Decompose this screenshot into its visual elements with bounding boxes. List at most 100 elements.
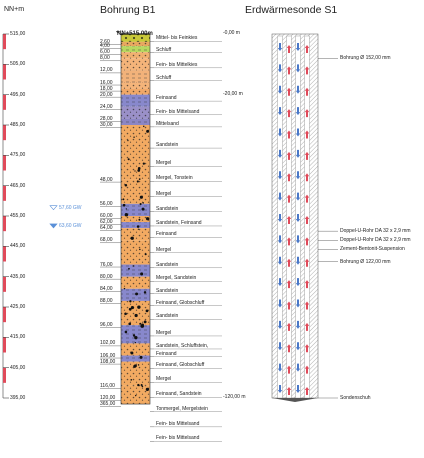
elevation-bar [3, 186, 6, 201]
gravel-dot [140, 356, 143, 359]
depth-mark-label: 68,00 [100, 237, 113, 243]
layer-description: Mergel, Sandstein [156, 275, 196, 281]
layer-pattern [121, 95, 150, 107]
gravel-dot [138, 229, 139, 230]
layer-pattern [121, 83, 150, 89]
gravel-dot [134, 336, 137, 339]
layer-description: Mergel, Tonstein [156, 175, 193, 181]
layer-pattern [121, 125, 150, 180]
layer-description: Mergel [156, 247, 171, 253]
depth-mark-label: 76,00 [100, 262, 113, 268]
elevation-tick-label: 485,00 [10, 122, 25, 128]
gravel-dot [139, 178, 141, 180]
gravel-dot [144, 320, 147, 323]
elevation-bar [3, 277, 6, 292]
elevation-bar [3, 216, 6, 231]
gravel-dot [135, 342, 136, 343]
layer-pattern [121, 343, 150, 355]
layer-description: Fein- bis Mittelsand [156, 435, 199, 441]
elevation-bar [3, 368, 6, 383]
elevation-tick-label: 445,00 [10, 243, 25, 249]
layer-pattern [121, 107, 150, 119]
layer-description: Fein- bis Mittelkies [156, 62, 197, 68]
layer-description: Feinsand [156, 351, 177, 357]
depth-mark-label: 365,00 [100, 401, 115, 407]
layer-description: Feinsand, Globschluff [156, 300, 204, 306]
gravel-dot [129, 308, 132, 311]
layer-description: Sandstein [156, 142, 178, 148]
elevation-bar [3, 125, 6, 140]
elevation-tick-label: 495,00 [10, 92, 25, 98]
elevation-tick-label: 405,00 [10, 365, 25, 371]
gravel-dot [144, 291, 146, 293]
gravel-dot [133, 265, 134, 266]
layer-description: Sandstein [156, 262, 178, 268]
gravel-dot [128, 268, 130, 270]
depth-mark-label: 64,00 [100, 225, 113, 231]
layer-pattern [121, 46, 150, 52]
gravel-dot [133, 334, 135, 336]
depth-mark-label: 8,00 [100, 55, 110, 61]
elevation-tick-label: 425,00 [10, 304, 25, 310]
depth-readout: -0,00 m [223, 30, 240, 36]
gravel-dot [134, 364, 137, 367]
layer-description: Feinsand [156, 231, 177, 237]
depth-mark-label: 88,00 [100, 298, 113, 304]
depth-mark-label: 56,00 [100, 201, 113, 207]
gravel-dot [125, 331, 128, 334]
layer-pattern [121, 356, 150, 362]
layer-pattern [121, 180, 150, 204]
gravel-dot [146, 130, 149, 133]
depth-mark-label: 108,00 [100, 359, 115, 365]
depth-mark-label: 80,00 [100, 274, 113, 280]
depth-mark-label: 96,00 [100, 322, 113, 328]
layer-pattern [121, 89, 150, 95]
layer-pattern [121, 216, 150, 222]
depth-mark-label: 30,00 [100, 122, 113, 128]
layer-description: Fein- bis Mittelsand [156, 109, 199, 115]
layer-description: Feinsand [156, 95, 177, 101]
layer-pattern [121, 70, 150, 82]
elevation-bar [3, 337, 6, 352]
depth-mark-label: 84,00 [100, 286, 113, 292]
gravel-dot [130, 379, 132, 381]
gravel-dot [126, 208, 127, 209]
gravel-dot [125, 213, 128, 216]
layer-description: Sandstein [156, 288, 178, 294]
elevation-bar [3, 246, 6, 261]
sonde-annotation: Doppel-U-Rohr DA 32 x 2,9 mm [340, 228, 411, 234]
gravel-dot [140, 203, 142, 205]
elevation-bar [3, 307, 6, 322]
layer-description: Mergel [156, 191, 171, 197]
sonde-annotation: Sondenschuh [340, 395, 371, 401]
depth-readout: -120,00 m [223, 394, 246, 400]
depth-mark-label: 12,00 [100, 67, 113, 73]
gravel-dot [143, 162, 145, 164]
layer-description: Feinsand, Sandstein [156, 391, 202, 397]
depth-mark-label: 48,00 [100, 177, 113, 183]
layer-description: Sandstein, Feinsand [156, 220, 202, 226]
layer-pattern [121, 265, 150, 277]
gravel-dot [141, 323, 144, 326]
gravel-dot [125, 184, 128, 187]
layer-pattern [121, 240, 150, 264]
layer-description: Fein- bis Mittelsand [156, 421, 199, 427]
elevation-bar [3, 95, 6, 110]
depth-mark-label: 24,00 [100, 104, 113, 110]
elevation-bar [3, 155, 6, 170]
layer-description: Mittelsand [156, 121, 179, 127]
layer-description: Mergel [156, 330, 171, 336]
probe-graphic [272, 34, 338, 402]
elevation-tick-label: 435,00 [10, 274, 25, 280]
layer-description: Mittel- bis Feinkies [156, 35, 197, 41]
elevation-tick-label: 415,00 [10, 334, 25, 340]
sonde-annotation: Bohrung Ø 152,00 mm [340, 55, 391, 61]
elevation-tick-label: 455,00 [10, 213, 25, 219]
layer-pattern [121, 325, 150, 343]
layer-pattern [121, 119, 150, 125]
gravel-dot [142, 208, 145, 211]
layer-description: Tonmergel, Mergelstein [156, 406, 208, 412]
layer-pattern [121, 52, 150, 58]
borehole-layers [116, 31, 150, 404]
gravel-dot [138, 167, 141, 170]
